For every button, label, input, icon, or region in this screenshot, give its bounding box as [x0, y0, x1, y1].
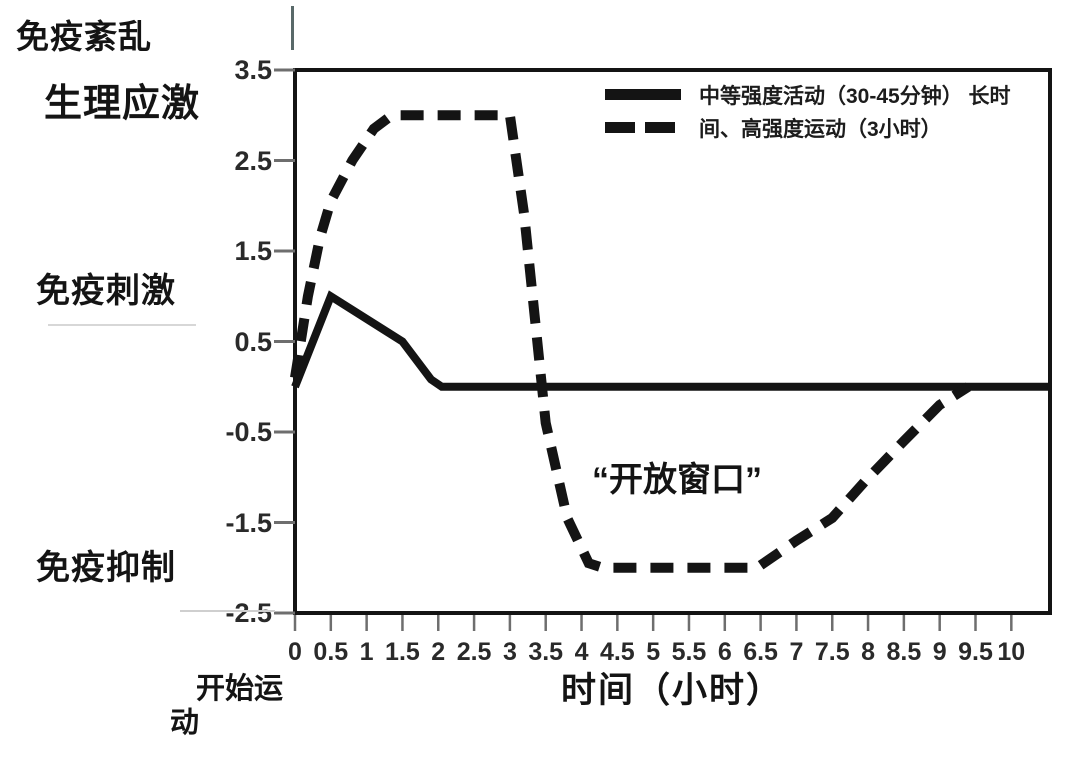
legend-swatch-solid-line: [605, 89, 681, 100]
series-line-solid: [291, 290, 1050, 391]
legend-entry-prolonged: 间、高强度运动（3小时）: [605, 113, 1011, 142]
x-tick-label: 9: [932, 638, 947, 666]
annotation-open-window: “开放窗口”: [592, 461, 762, 499]
legend-entry-moderate: 中等强度活动（30-45分钟） 长时: [605, 80, 1011, 109]
label-immune-stimulation: 免疫刺激: [36, 272, 176, 310]
x-tick-label: 5.5: [671, 638, 707, 666]
label-immune-disorder: 免疫紊乱: [16, 18, 152, 55]
legend-label-line2: 间、高强度运动（3小时）: [699, 117, 942, 141]
x-tick-label: 6: [717, 638, 732, 666]
x-tick-label: 1: [359, 638, 374, 666]
y-tick-label: -0.5: [225, 417, 272, 447]
x-tick-label: 6.5: [743, 638, 778, 666]
legend-label-line1: 中等强度活动（30-45分钟） 长时: [699, 84, 1011, 108]
y-tick-label: 3.5: [234, 55, 272, 85]
x-tick-label: 7: [789, 638, 804, 666]
x-tick-label: 5: [646, 638, 661, 666]
legend: 中等强度活动（30-45分钟） 长时 间、高强度运动（3小时）: [605, 80, 1011, 142]
x-tick-label: 2.5: [456, 638, 492, 666]
label-physiological-stress: 生理应激: [44, 83, 201, 125]
x-axis-title: 时间（小时）: [561, 671, 784, 710]
y-tick-label: 1.5: [234, 236, 272, 266]
x-tick-label: 9.5: [958, 638, 993, 666]
x-tick-label: 0.5: [313, 638, 349, 666]
x-tick-label: 7.5: [814, 638, 850, 666]
x-tick-label: 3: [502, 638, 517, 666]
legend-swatch-dashed-line: [605, 122, 681, 133]
series-line-dashed: [290, 110, 971, 573]
plot-border: [293, 68, 1052, 615]
x-tick-label: 1.5: [385, 638, 420, 666]
y-tick-label: 0.5: [234, 326, 272, 357]
x-tick-label: 3.5: [528, 638, 564, 666]
y-tick-label: -2.5: [225, 598, 272, 628]
label-immune-suppression: 免疫抑制: [36, 549, 176, 587]
x-tick-label: 8.5: [886, 638, 922, 666]
x-tick-label: 4: [574, 638, 589, 666]
x-tick-label: 8: [861, 638, 875, 666]
x-tick-label: 4.5: [599, 638, 635, 666]
x-tick-label: 0: [288, 638, 302, 666]
x-tick-label: 2: [431, 638, 446, 666]
label-start-exercise: 开始运动: [170, 673, 284, 739]
y-tick-label: -1.5: [225, 507, 272, 538]
x-tick-label: 10: [997, 638, 1026, 666]
y-tick-label: 2.5: [234, 145, 272, 176]
